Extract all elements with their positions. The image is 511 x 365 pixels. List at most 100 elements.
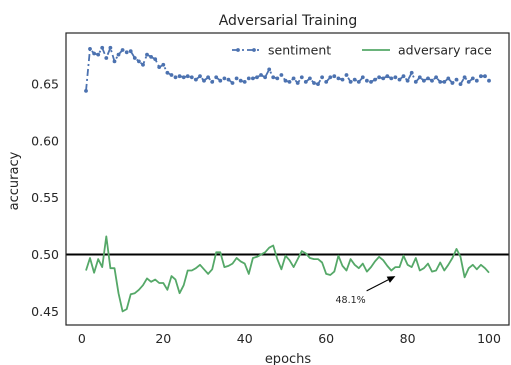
series-point-0 xyxy=(487,78,491,83)
series-point-0 xyxy=(84,89,88,93)
series-point-0 xyxy=(263,75,267,80)
series-point-0 xyxy=(283,78,288,83)
series-point-0 xyxy=(177,74,182,79)
series-point-0 xyxy=(267,67,272,72)
plot-frame xyxy=(65,32,510,326)
series-point-0 xyxy=(120,48,125,52)
series-point-0 xyxy=(112,59,117,64)
series-point-0 xyxy=(434,75,438,80)
series-point-0 xyxy=(417,75,422,80)
series-point-0 xyxy=(128,49,133,54)
series-point-0 xyxy=(409,70,414,75)
series-point-0 xyxy=(365,78,369,83)
series-point-0 xyxy=(137,59,141,64)
legend-marker xyxy=(236,48,240,52)
series-point-0 xyxy=(430,78,434,83)
series-point-0 xyxy=(238,78,243,83)
series-point-0 xyxy=(104,56,109,60)
series-point-0 xyxy=(483,74,487,79)
series-point-0 xyxy=(251,76,255,81)
annotation: 48.1% xyxy=(336,276,396,306)
series-point-0 xyxy=(161,62,166,67)
series-point-0 xyxy=(198,74,202,79)
series-point-0 xyxy=(206,75,211,80)
series-point-0 xyxy=(320,75,324,80)
series-point-0 xyxy=(377,75,381,80)
series-point-0 xyxy=(401,74,406,79)
x-tick-label: 80 xyxy=(400,331,416,346)
series-point-0 xyxy=(446,76,451,81)
series-line-0 xyxy=(85,46,490,91)
y-tick-label: 0.65 xyxy=(31,77,59,92)
chart-title: Adversarial Training xyxy=(219,13,358,29)
series-point-0 xyxy=(299,75,304,80)
legend-label-0: sentiment xyxy=(268,43,331,58)
series-point-0 xyxy=(275,76,280,81)
series-point-0 xyxy=(157,65,162,69)
series-point-0 xyxy=(466,80,471,84)
series-point-0 xyxy=(308,76,312,81)
y-tick-label: 0.55 xyxy=(31,190,59,205)
series-point-0 xyxy=(312,81,316,85)
series-point-0 xyxy=(340,77,345,82)
series-point-0 xyxy=(234,76,239,81)
series-point-0 xyxy=(165,70,170,75)
y-tick-label: 0.50 xyxy=(31,247,59,262)
series-point-0 xyxy=(194,77,198,82)
series-point-0 xyxy=(397,77,402,82)
series-point-0 xyxy=(356,80,361,84)
series-point-0 xyxy=(352,77,357,82)
series-point-0 xyxy=(259,73,263,77)
series-point-0 xyxy=(389,76,394,81)
series-point-0 xyxy=(422,78,426,83)
series-point-0 xyxy=(316,82,320,86)
series-point-0 xyxy=(181,75,186,80)
series-point-0 xyxy=(458,82,463,86)
annotation-arrow-head xyxy=(386,276,396,283)
series-point-0 xyxy=(271,75,276,80)
series-point-0 xyxy=(124,50,129,55)
series-point-0 xyxy=(393,75,398,80)
series-point-0 xyxy=(141,62,145,67)
y-tick-label: 0.45 xyxy=(31,304,59,319)
annotation-arrow xyxy=(366,279,389,292)
series-point-0 xyxy=(373,77,377,82)
series-point-0 xyxy=(169,73,174,77)
series-point-0 xyxy=(88,47,92,51)
series-point-0 xyxy=(360,75,365,80)
series-point-0 xyxy=(173,75,178,80)
legend-marker xyxy=(252,48,256,52)
series-point-0 xyxy=(442,80,447,84)
annotation-label: 48.1% xyxy=(336,295,366,306)
series-point-0 xyxy=(132,56,137,60)
series-point-0 xyxy=(438,80,443,84)
series-point-0 xyxy=(279,73,284,77)
y-tick-label: 0.60 xyxy=(31,133,59,148)
series-point-0 xyxy=(369,80,373,84)
series-point-0 xyxy=(222,76,227,81)
series-point-0 xyxy=(303,80,308,84)
series-point-0 xyxy=(218,78,223,83)
y-axis-label: accuracy xyxy=(7,151,22,210)
series-point-0 xyxy=(324,80,329,84)
series-point-0 xyxy=(92,51,96,56)
x-tick-label: 20 xyxy=(155,331,171,346)
series-point-0 xyxy=(242,80,247,84)
series-point-0 xyxy=(149,55,154,59)
series-point-0 xyxy=(348,80,353,84)
series-point-0 xyxy=(116,52,121,57)
series-point-0 xyxy=(454,77,459,82)
legend: sentiment adversary race xyxy=(232,43,492,58)
series-point-0 xyxy=(255,75,259,80)
x-tick-label: 0 xyxy=(78,331,86,346)
x-tick-label: 100 xyxy=(477,331,501,346)
series-point-0 xyxy=(328,75,333,80)
series-point-0 xyxy=(470,76,475,81)
series-point-0 xyxy=(189,75,194,80)
series-point-0 xyxy=(336,76,341,81)
series-point-0 xyxy=(332,74,337,79)
legend-label-1: adversary race xyxy=(398,43,492,58)
series-point-0 xyxy=(381,76,386,81)
series-point-0 xyxy=(145,52,149,57)
